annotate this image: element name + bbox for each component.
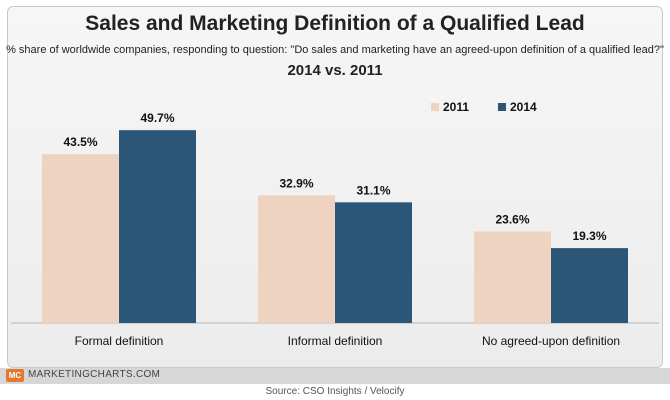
- bar-2011-2: [258, 195, 335, 323]
- footer-bar: [0, 368, 670, 384]
- data-label-2014-1: 49.7%: [140, 111, 174, 125]
- data-label-2011-3: 23.6%: [495, 212, 529, 226]
- bars-group: 43.5% 49.7% Formal definition 32.9% 31.1% Inf…: [11, 111, 659, 348]
- legend-swatch-2014: [498, 103, 506, 111]
- brand-name: MARKETINGCHARTS.COM: [28, 369, 161, 380]
- data-label-2011-2: 32.9%: [279, 176, 313, 190]
- chart-title: Sales and Marketing Definition of a Qual…: [85, 12, 585, 35]
- data-label-2014-2: 31.1%: [356, 183, 390, 197]
- data-label-2011-1: 43.5%: [63, 135, 97, 149]
- source-note: Source: CSO Insights / Velocify: [265, 386, 405, 397]
- legend-swatch-2011: [431, 103, 439, 111]
- legend-label-2011: 2011: [443, 100, 469, 114]
- bar-2011-3: [474, 231, 551, 323]
- bar-2014-3: [551, 248, 628, 323]
- bar-2014-2: [335, 202, 412, 323]
- category-label-1: Formal definition: [75, 334, 164, 348]
- chart-period: 2014 vs. 2011: [287, 62, 383, 79]
- legend: 2011 2014: [431, 100, 537, 114]
- category-label-2: Informal definition: [288, 334, 383, 348]
- chart-subtitle: % share of worldwide companies, respondi…: [6, 44, 664, 56]
- category-label-3: No agreed-upon definition: [482, 334, 620, 348]
- bar-2011-1: [42, 154, 119, 323]
- marketingcharts-logo: MC: [6, 369, 24, 382]
- data-label-2014-3: 19.3%: [572, 229, 606, 243]
- legend-label-2014: 2014: [510, 100, 537, 114]
- bar-2014-1: [119, 130, 196, 323]
